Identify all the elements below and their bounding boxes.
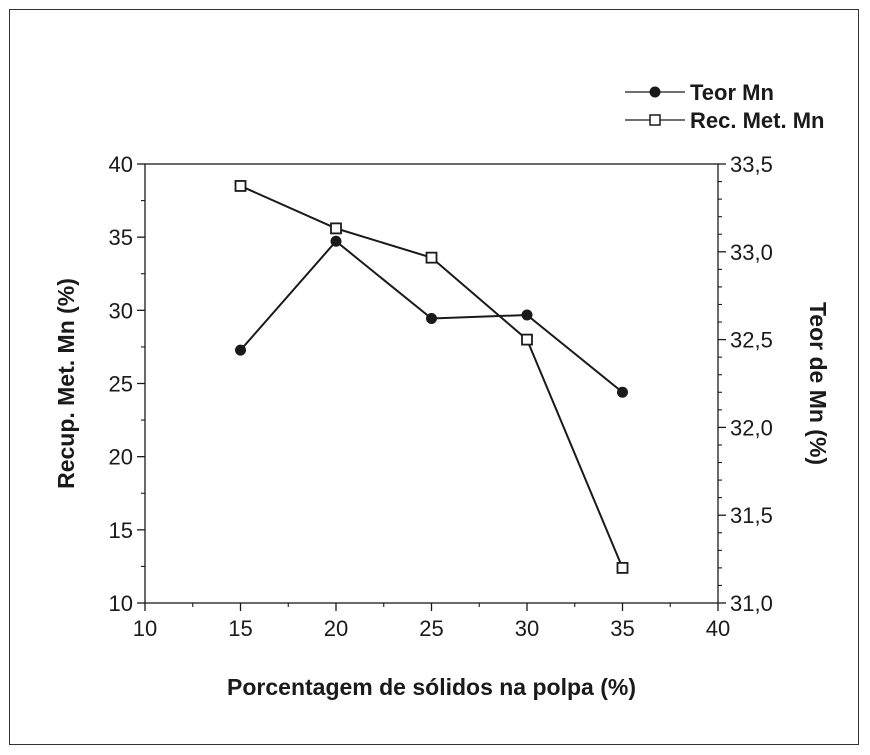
- rec-met-point: [521, 333, 533, 346]
- legend-circle-marker: [649, 86, 661, 98]
- legend-label: Teor Mn: [690, 80, 774, 105]
- rec-met-point: [234, 180, 247, 192]
- y-tick-label-left: 10: [109, 591, 133, 616]
- teor-point: [426, 313, 437, 325]
- y-tick-label-right: 33,0: [730, 240, 773, 265]
- legend: Teor Mn Rec. Met. Mn: [625, 80, 824, 133]
- legend-label: Rec. Met. Mn: [690, 108, 824, 133]
- y-tick-label-right: 31,5: [730, 503, 773, 528]
- y-axis-title-right: Teor de Mn (%): [805, 302, 831, 465]
- legend-square-marker: [649, 114, 661, 126]
- x-tick-label: 15: [228, 616, 252, 641]
- x-axis-title: Porcentagem de sólidos na polpa (%): [227, 674, 636, 700]
- x-tick-label: 25: [419, 616, 443, 641]
- teor-point: [617, 386, 628, 398]
- y-tick-label-right: 32,0: [730, 415, 773, 440]
- x-tick-label: 30: [515, 616, 539, 641]
- y-tick-label-left: 25: [109, 372, 133, 397]
- rec-met-point: [425, 251, 438, 264]
- y-tick-label-left: 20: [109, 445, 133, 470]
- y-tick-label-left: 30: [109, 298, 133, 323]
- y-tick-label-right: 33,5: [730, 152, 773, 177]
- teor-point: [521, 309, 533, 321]
- x-tick-label: 10: [133, 616, 157, 641]
- plot-layer: 10 15 20 25 30 35 401015202530354031,031,532,0…: [109, 152, 773, 641]
- plot-area-frame: [144, 163, 719, 604]
- y-tick-label-right: 31,0: [730, 591, 773, 616]
- rec-met-point: [330, 222, 342, 235]
- rec-met-series-line: [240, 185, 624, 569]
- teor-point: [235, 344, 246, 356]
- y-tick-label-left: 40: [109, 152, 133, 177]
- x-tick-label: 20: [324, 616, 348, 641]
- teor-point: [330, 235, 342, 247]
- y-tick-label-left: 35: [109, 225, 133, 250]
- figure-frame: [9, 9, 859, 745]
- y-tick-label-left: 15: [109, 518, 133, 543]
- y-tick-label-right: 32,5: [730, 328, 773, 353]
- y-axis-title-left: Recup. Met. Mn (%): [53, 278, 79, 489]
- x-tick-label: 35: [610, 616, 634, 641]
- rec-met-point: [616, 561, 629, 574]
- x-tick-label: 40: [706, 616, 730, 641]
